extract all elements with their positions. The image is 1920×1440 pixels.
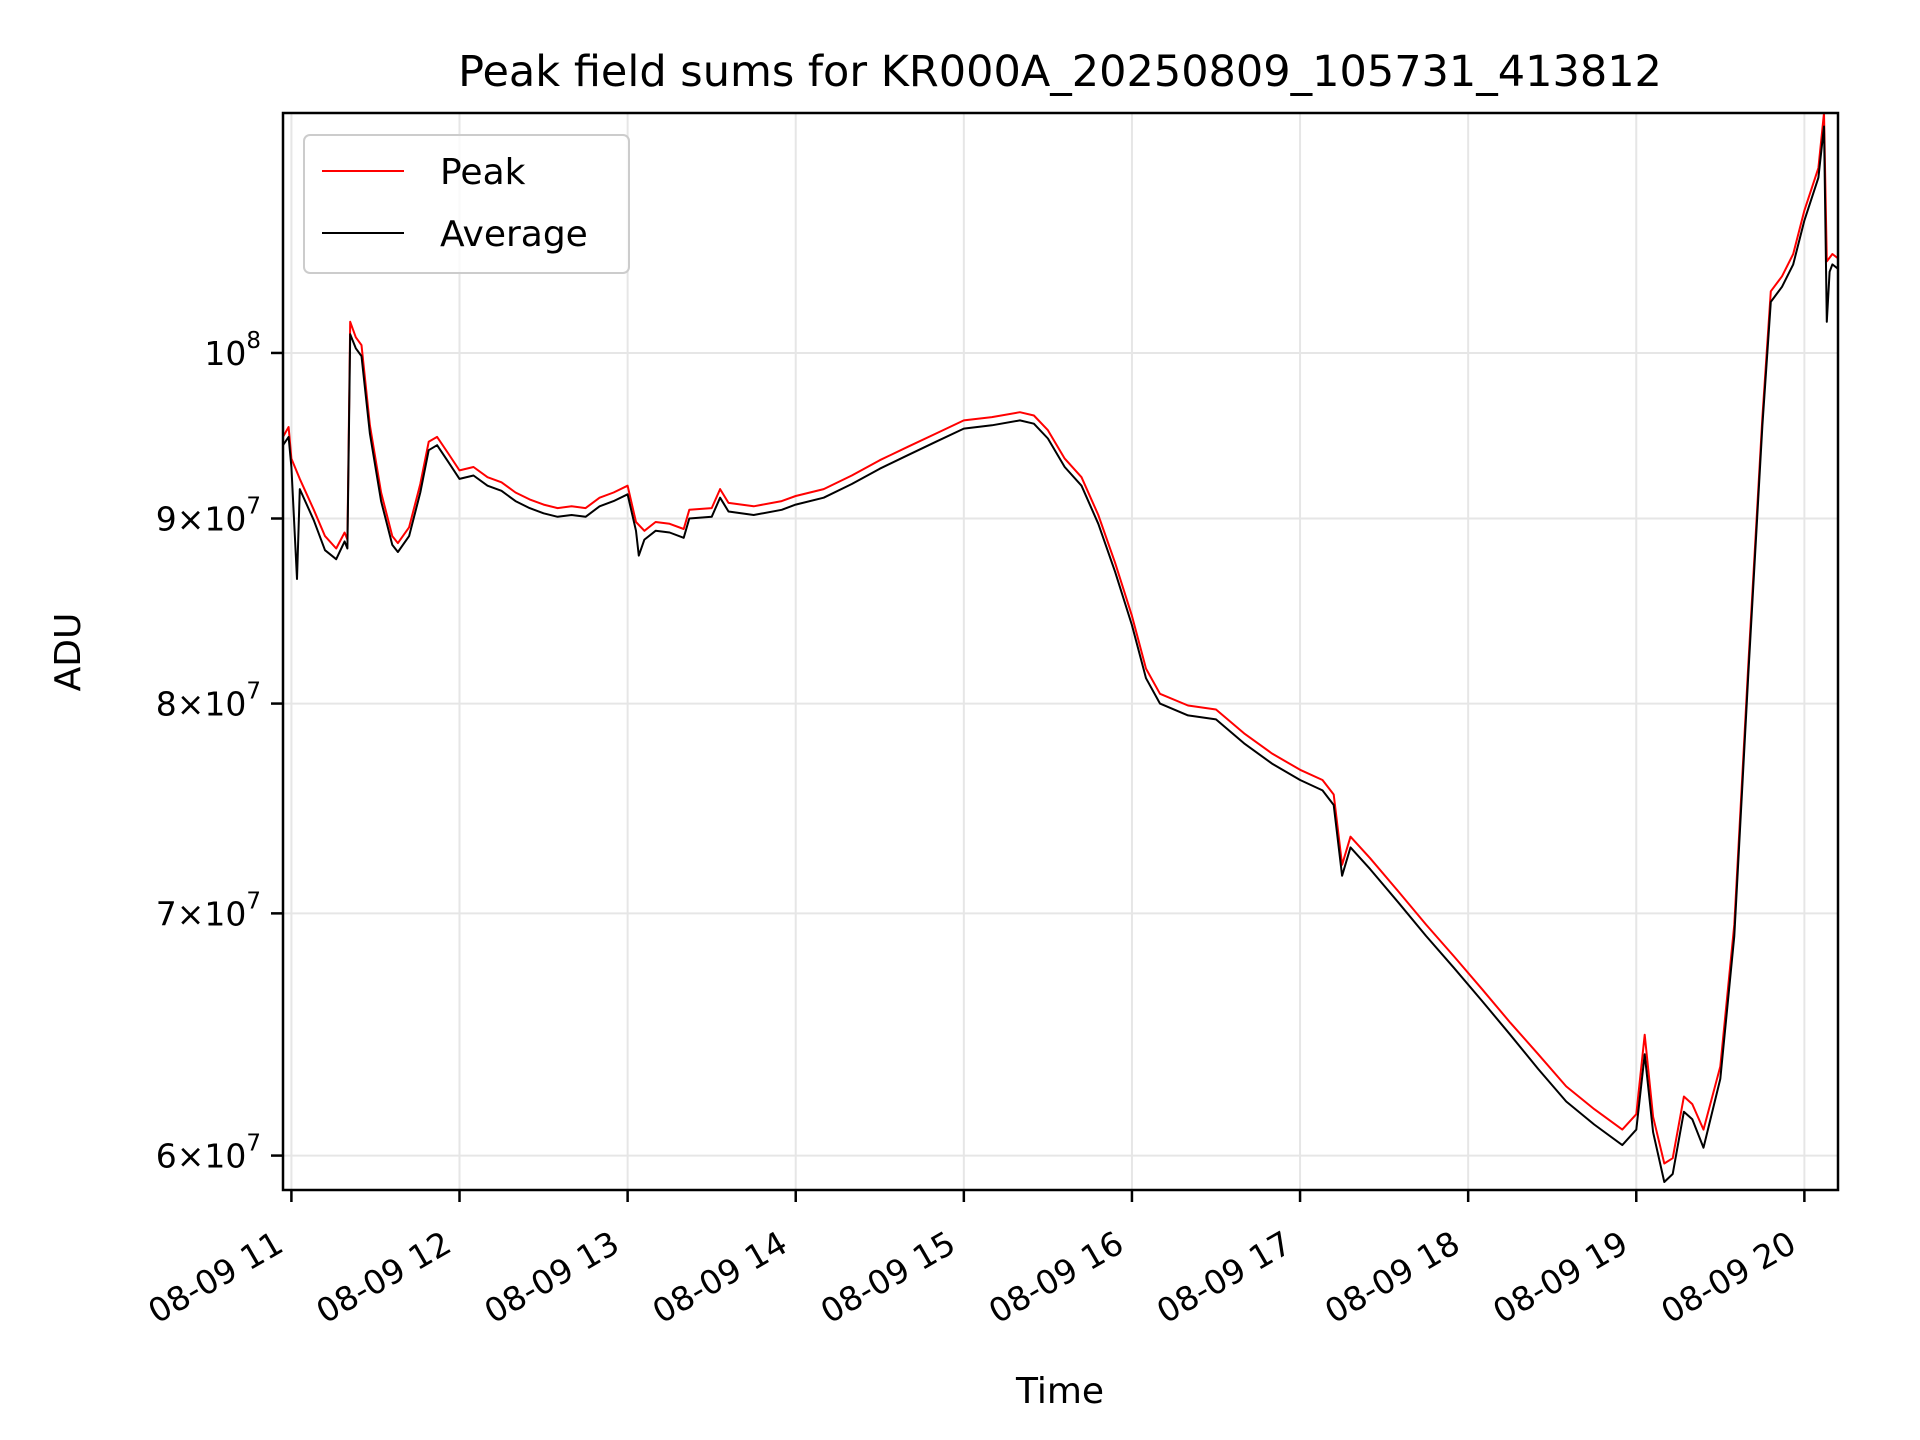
x-tick-label: 08-09 16 [982,1223,1130,1331]
y-tick-exponent: 8 [246,328,261,354]
plot-frame [281,111,1840,1192]
y-tick-label: 9×107 [156,494,261,539]
series-line-peak [282,112,1839,1165]
y-tick-base: 10 [204,894,246,933]
y-tick-base: 10 [204,685,246,724]
series-lines [282,112,1839,1183]
legend: Peak Average [303,134,630,274]
y-tick-exponent: 7 [246,1131,261,1157]
x-tick-label: 08-09 14 [646,1223,794,1331]
y-tick-times: × [177,894,205,933]
y-tick-base: 10 [204,500,246,539]
y-tick-label: 7×107 [156,888,261,933]
legend-label-average: Average [440,214,588,255]
x-axis-ticks: 08-09 11 08-09 12 08-09 13 08-09 14 08-09 15… [141,1190,1806,1331]
chart-title: Peak field sums for KR000A_20250809_1057… [458,47,1662,97]
y-tick-times: × [177,500,205,539]
x-tick-label: 08-09 17 [1150,1223,1298,1331]
y-tick-base: 10 [204,334,246,373]
y-tick-base: 10 [204,1137,246,1176]
grid-lines [283,113,1838,1190]
y-tick-mantissa: 9 [156,500,177,539]
x-tick-label: 08-09 19 [1486,1223,1634,1331]
y-tick-label: 8×107 [156,679,261,724]
y-tick-exponent: 7 [246,888,261,914]
x-tick-label: 08-09 11 [141,1223,289,1331]
x-tick-label: 08-09 15 [814,1223,962,1331]
y-tick-exponent: 7 [246,494,261,520]
x-tick-label: 08-09 13 [478,1223,626,1331]
y-tick-exponent: 7 [246,679,261,705]
x-tick-label: 08-09 20 [1654,1223,1802,1331]
y-tick-label: 6×107 [156,1131,261,1176]
y-tick-label: 108 [204,328,261,373]
y-tick-mantissa: 7 [156,894,177,933]
y-tick-times: × [177,685,205,724]
y-tick-mantissa: 8 [156,685,177,724]
series-line-average [282,125,1839,1183]
y-axis-label: ADU [48,613,89,692]
y-tick-times: × [177,1137,205,1176]
legend-label-peak: Peak [440,152,526,193]
x-tick-label: 08-09 18 [1318,1223,1466,1331]
legend-box [303,134,630,274]
x-axis-label: Time [1015,1371,1104,1412]
y-tick-mantissa: 6 [156,1137,177,1176]
x-tick-label: 08-09 12 [310,1223,458,1331]
